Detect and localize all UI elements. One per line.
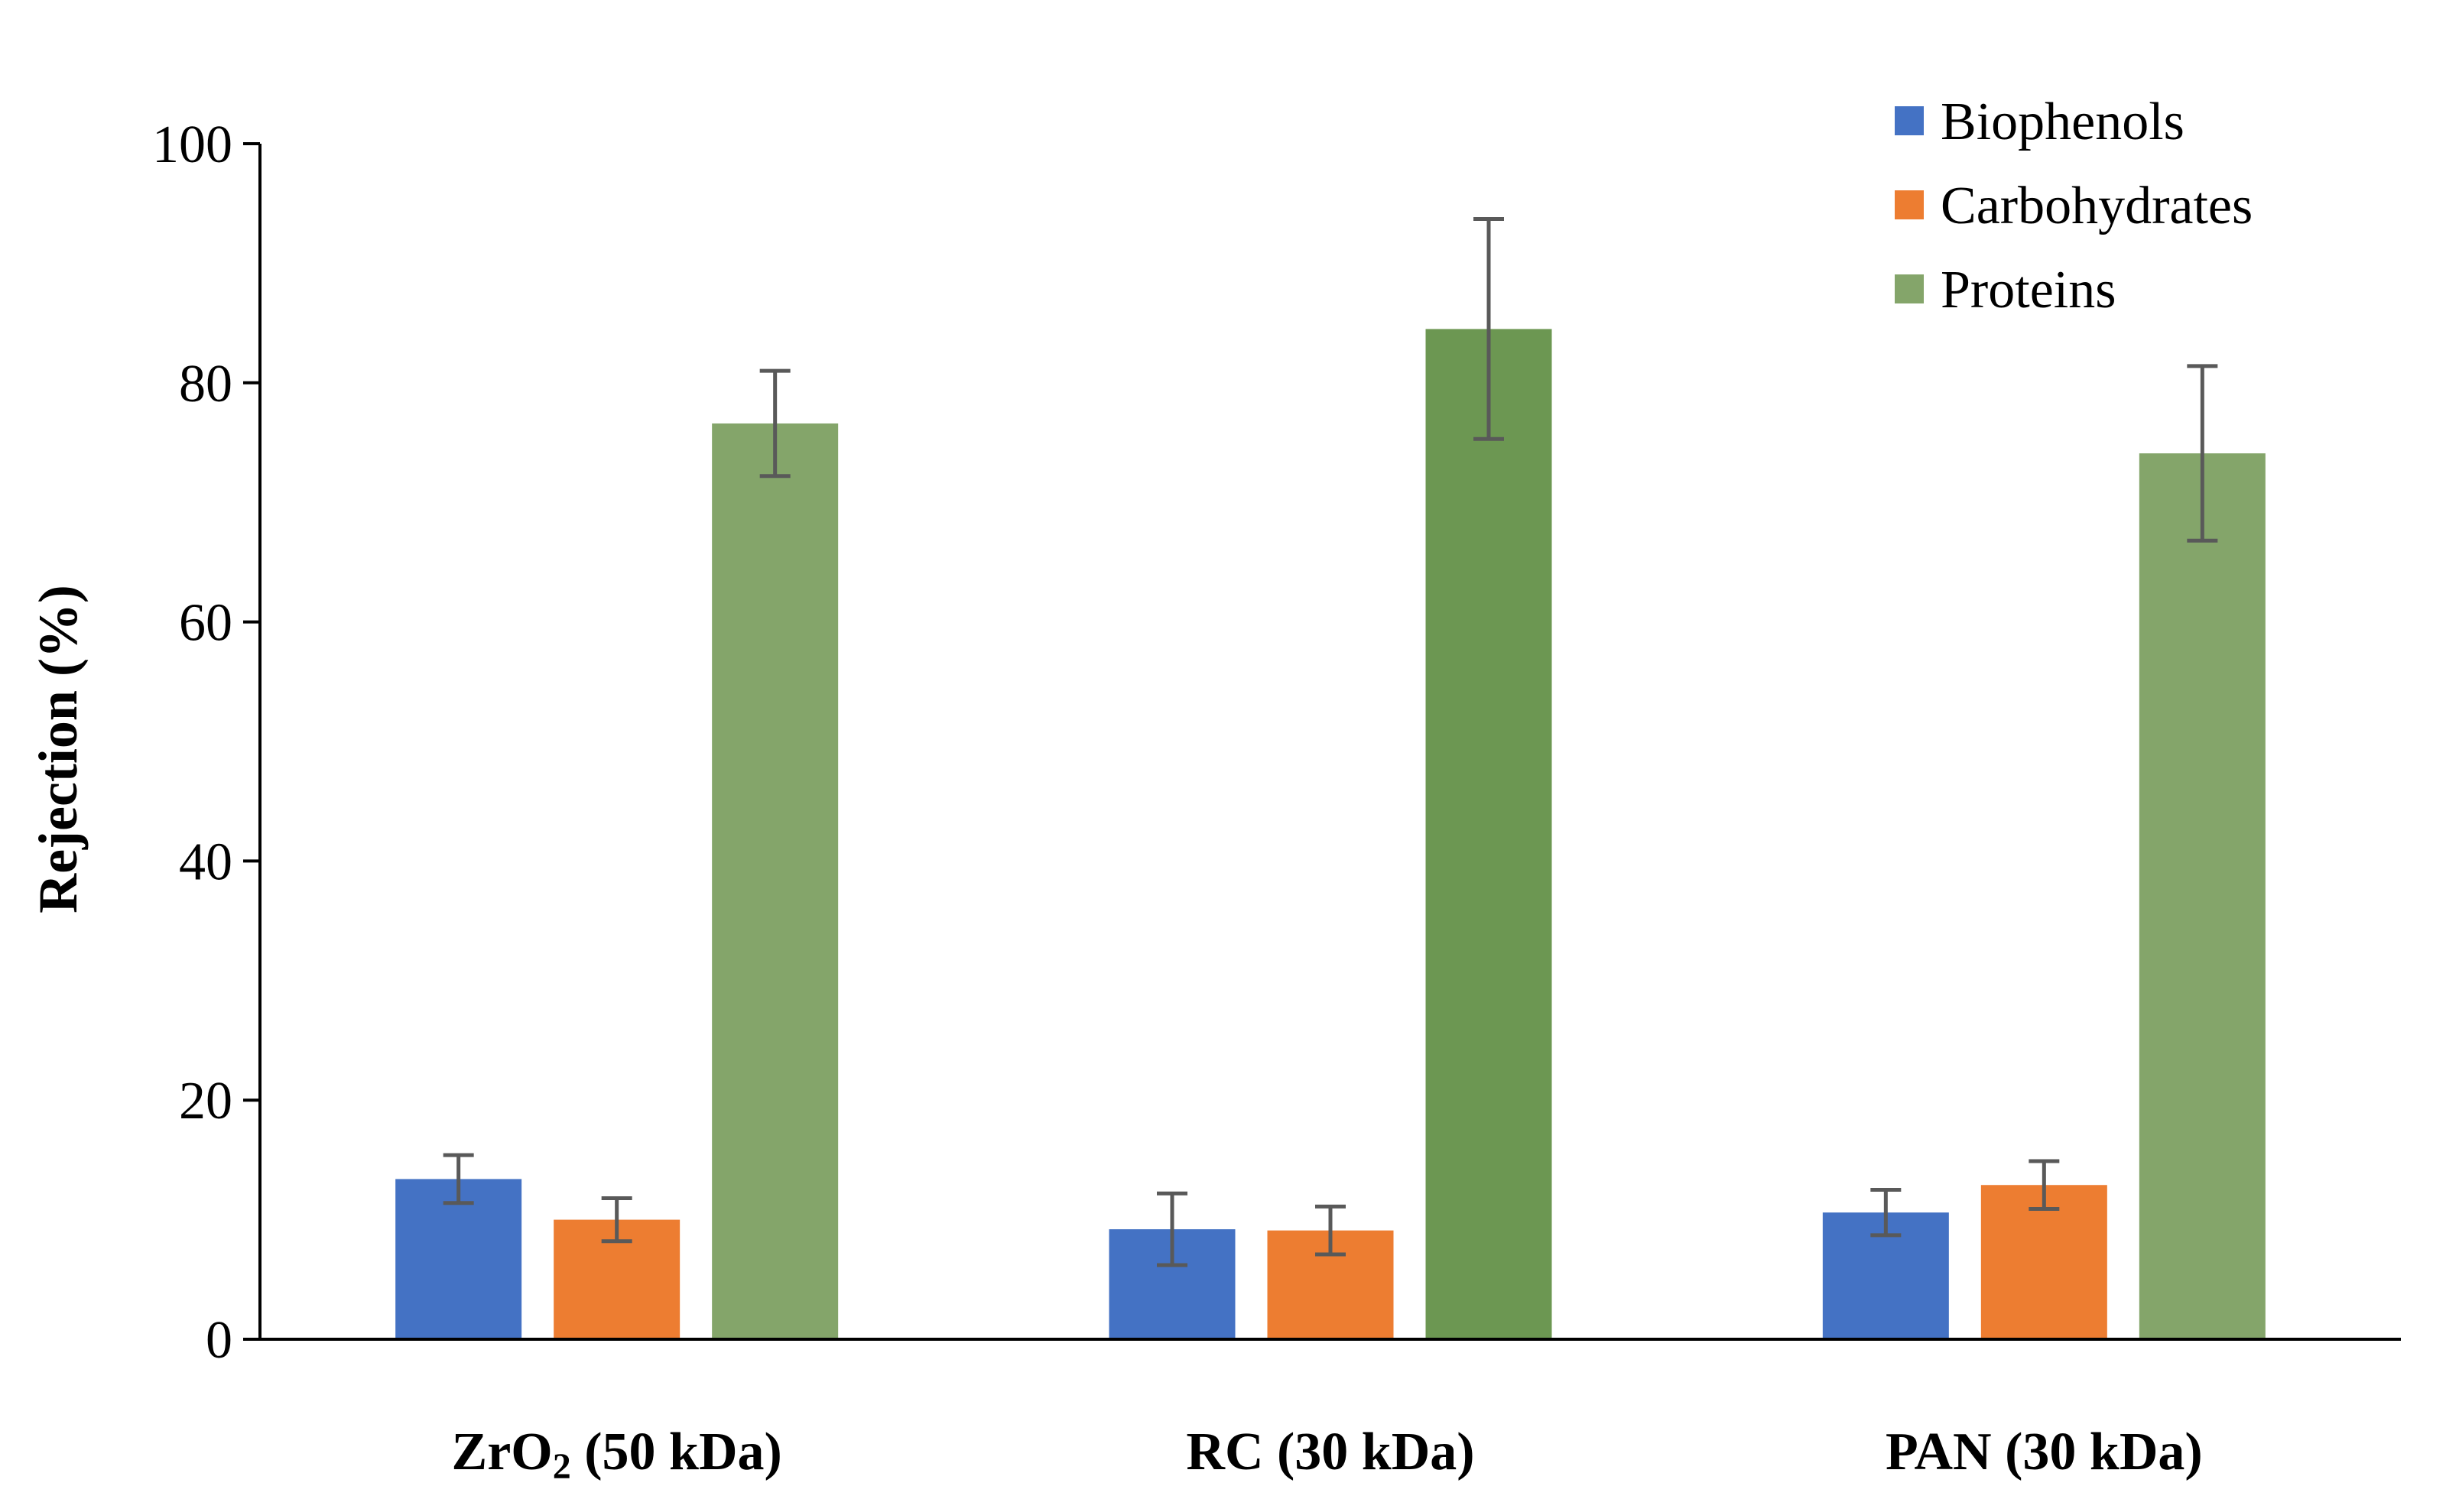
error-bar-carbohydrates-3 bbox=[2029, 1159, 2060, 1212]
x-category-labels: ZrO2 (50 kDa) RC (30 kDa) PAN (30 kDa) bbox=[452, 1423, 2203, 1487]
y-tick-label: 20 bbox=[179, 1072, 232, 1131]
legend-label: Carbohydrates bbox=[1941, 177, 2253, 235]
error-bars-group bbox=[443, 217, 2218, 1267]
legend-label: Proteins bbox=[1941, 261, 2116, 320]
y-tick-label: 80 bbox=[179, 355, 232, 414]
legend-swatch bbox=[1895, 190, 1924, 219]
error-bar-biophenols-2 bbox=[1157, 1191, 1187, 1267]
y-axis-title: Rejection (%) bbox=[28, 585, 89, 913]
bar-proteins-1 bbox=[712, 423, 839, 1339]
error-bar-carbohydrates-2 bbox=[1315, 1204, 1346, 1257]
y-tick-label: 40 bbox=[179, 832, 232, 891]
legend-item-proteins: Proteins bbox=[1895, 261, 2116, 320]
bars-group bbox=[395, 329, 2266, 1340]
bar-proteins-2 bbox=[1425, 329, 1552, 1339]
error-bar-proteins-1 bbox=[759, 368, 791, 479]
x-category-label: PAN (30 kDa) bbox=[1886, 1423, 2203, 1481]
error-bar-proteins-2 bbox=[1473, 217, 1504, 441]
error-bar-proteins-3 bbox=[2187, 364, 2218, 543]
legend: Biophenols Carbohydrates Proteins bbox=[1895, 92, 2253, 320]
error-bar-carbohydrates-1 bbox=[601, 1196, 632, 1244]
axes-group bbox=[258, 144, 2401, 1341]
legend-item-biophenols: Biophenols bbox=[1895, 92, 2185, 151]
bar-biophenols-1 bbox=[395, 1179, 522, 1339]
error-bar-biophenols-1 bbox=[443, 1153, 474, 1205]
legend-swatch bbox=[1895, 106, 1924, 135]
bar-proteins-3 bbox=[2139, 453, 2266, 1340]
error-bar-biophenols-3 bbox=[1870, 1188, 1902, 1238]
y-tick-label: 60 bbox=[179, 594, 232, 653]
y-tick-label: 100 bbox=[152, 115, 232, 174]
legend-swatch bbox=[1895, 274, 1924, 303]
x-category-label: ZrO2 (50 kDa) bbox=[452, 1423, 782, 1487]
legend-item-carbohydrates: Carbohydrates bbox=[1895, 177, 2253, 235]
y-tick-label: 0 bbox=[206, 1311, 232, 1370]
x-category-label: RC (30 kDa) bbox=[1186, 1423, 1474, 1481]
legend-label: Biophenols bbox=[1941, 92, 2185, 151]
y-ticks-group: 0 20 40 60 80 100 bbox=[152, 115, 260, 1370]
